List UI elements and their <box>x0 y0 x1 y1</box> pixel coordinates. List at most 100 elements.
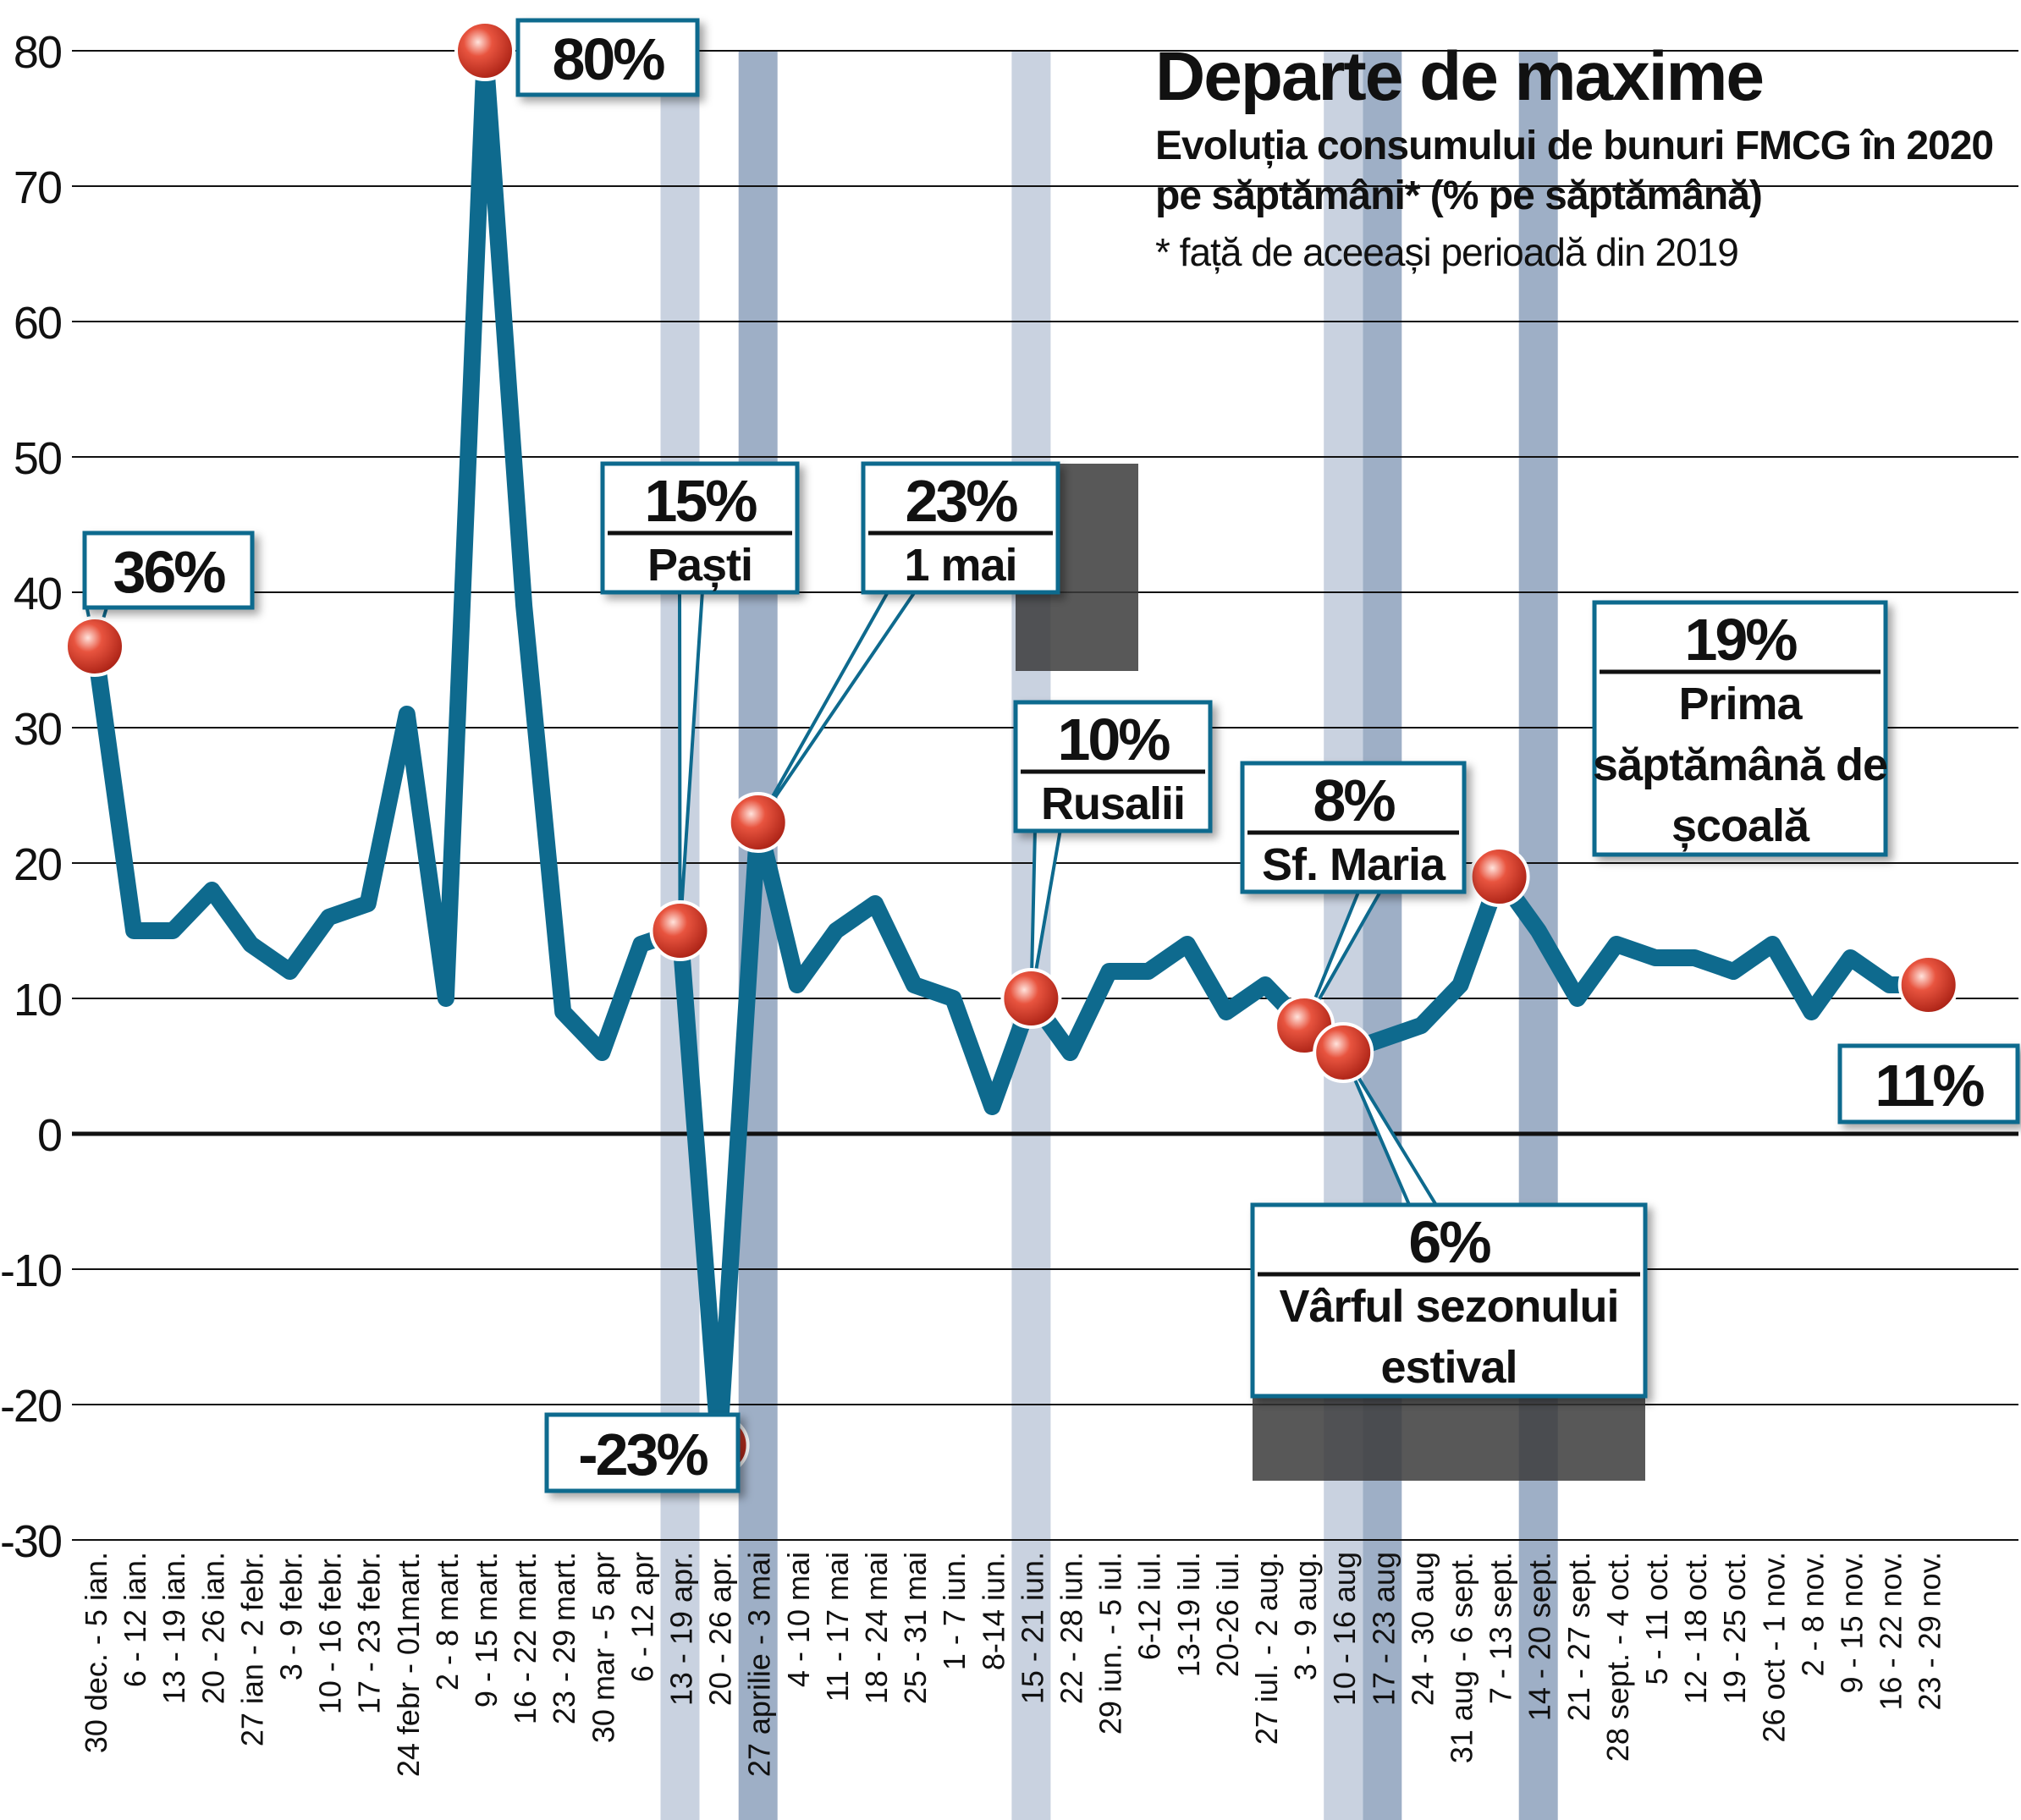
x-tick-label: 11 - 17 mai <box>820 1552 855 1702</box>
callout-label: Paști <box>647 540 752 591</box>
data-point-marker <box>1897 954 1959 1015</box>
data-point-marker <box>64 616 125 677</box>
y-axis-tick-labels: 80 70 60 50 40 30 20 10 0 -10 -20 -30 <box>0 27 63 1567</box>
title-block: Departe de maxime Evoluția consumului de… <box>1155 38 2010 275</box>
callout-shadows <box>1016 464 1645 1481</box>
x-tick-label: 31 aug - 6 sept. <box>1445 1552 1479 1763</box>
callout-box <box>82 531 255 610</box>
chart-title: Departe de maxime <box>1155 38 1765 115</box>
x-tick-label: 20 - 26 ian. <box>195 1552 230 1704</box>
y-tick-label: 0 <box>37 1110 61 1161</box>
x-tick-label: 3 - 9 aug. <box>1288 1552 1323 1680</box>
x-tick-label: 9 - 15 mart. <box>469 1552 504 1707</box>
x-tick-label: 24 - 30 aug <box>1405 1552 1440 1706</box>
x-tick-label: 4 - 10 mai <box>781 1552 816 1687</box>
callout-label: Prima <box>1678 679 1803 729</box>
callout-shadow <box>1253 1396 1645 1481</box>
x-tick-label: 8-14 iun. <box>976 1552 1010 1670</box>
x-tick-label: 12 - 18 oct. <box>1678 1552 1713 1704</box>
x-tick-label: 17 - 23 febr. <box>352 1552 387 1714</box>
x-tick-label: 20-26 iul. <box>1210 1552 1245 1677</box>
callout-value: 8% <box>1313 767 1395 833</box>
y-tick-label: 50 <box>14 433 61 484</box>
callout-label: Vârful sezonului <box>1279 1281 1618 1332</box>
x-tick-label: 17 - 23 aug <box>1366 1552 1401 1706</box>
x-tick-label: 30 dec. - 5 ian. <box>79 1552 113 1753</box>
x-tick-label: 29 iun. - 5 iul. <box>1093 1552 1128 1735</box>
y-tick-label: -10 <box>0 1245 61 1296</box>
x-tick-label: 10 - 16 aug <box>1327 1552 1362 1706</box>
callout-label: săptămână de <box>1593 740 1887 790</box>
x-tick-label: 20 - 26 apr. <box>703 1552 738 1706</box>
x-tick-label: 15 - 21 iun. <box>1015 1552 1049 1704</box>
callout-label: Rusalii <box>1041 778 1185 829</box>
data-point-marker <box>1313 1022 1374 1083</box>
chart-footnote: * față de aceeași perioadă din 2019 <box>1155 230 1739 275</box>
y-tick-label: -20 <box>0 1381 61 1432</box>
x-tick-label: 6-12 iul. <box>1132 1552 1167 1660</box>
x-tick-label: 18 - 24 mai <box>859 1552 894 1704</box>
x-tick-label: 22 - 28 iun. <box>1055 1552 1089 1704</box>
callout-box <box>1240 761 1467 894</box>
data-point-marker <box>727 792 789 853</box>
callout-box <box>861 461 1060 595</box>
x-tick-label: 1 - 7 iun. <box>937 1552 972 1670</box>
y-tick-label: 30 <box>14 704 61 755</box>
data-point-marker <box>1468 846 1530 907</box>
x-tick-label: 27 ian - 2 febr. <box>234 1552 269 1746</box>
x-tick-label: 23 - 29 nov. <box>1913 1552 1947 1710</box>
callout-label: Sf. Maria <box>1262 839 1446 890</box>
data-point-marker <box>1000 968 1062 1029</box>
x-tick-label: 21 - 27 sept. <box>1561 1552 1596 1721</box>
x-tick-label: 9 - 15 nov. <box>1835 1552 1870 1693</box>
callout-box <box>1013 700 1213 833</box>
callout-box <box>1250 1202 1648 1399</box>
x-tick-label: 16 - 22 nov. <box>1874 1552 1908 1710</box>
y-tick-label: 70 <box>14 162 61 213</box>
callout-value: 19% <box>1684 607 1797 673</box>
callout-value: 23% <box>905 468 1017 534</box>
callout-value: 6% <box>1408 1209 1490 1275</box>
callout-label: 1 mai <box>904 540 1016 591</box>
x-tick-label: 28 sept. - 4 oct. <box>1600 1552 1635 1762</box>
x-tick-label: 6 - 12 apr <box>625 1552 659 1682</box>
x-tick-label: 16 - 22 mart. <box>508 1552 542 1724</box>
callout-box <box>544 1412 741 1493</box>
callout-value: -23% <box>578 1421 708 1487</box>
callout-pointer <box>756 589 919 824</box>
chart-subtitle: Evoluția consumului de bunuri FMCG în 20… <box>1155 124 1994 218</box>
x-axis-tick-labels: 30 dec. - 5 ian. 6 - 12 ian. 13 - 19 ian. 2… <box>79 1552 1947 1777</box>
callout-value: 10% <box>1057 707 1170 773</box>
highlight-markers <box>64 20 1959 1476</box>
x-tick-label: 3 - 9 febr. <box>274 1552 309 1680</box>
x-tick-label: 30 mar - 5 apr <box>586 1552 620 1743</box>
callout-label: estival <box>1380 1342 1517 1393</box>
x-tick-label: 13 - 19 apr. <box>664 1552 699 1706</box>
x-tick-label: 2 - 8 nov. <box>1795 1552 1830 1676</box>
callout-box <box>515 18 700 97</box>
y-tick-label: 10 <box>14 975 61 1025</box>
x-tick-label: 13 - 19 ian. <box>157 1552 191 1704</box>
x-tick-label: 27 aprilie - 3 mai <box>742 1552 777 1777</box>
series-line <box>86 42 1937 1454</box>
data-point-marker <box>649 900 711 961</box>
callout-value: 36% <box>113 539 225 605</box>
callout-boxes: 36% 80% 15% Paști -23% 23% 1 mai 10%Rusalii 8% Sf… <box>82 18 2020 1493</box>
x-tick-label: 7 - 13 sept. <box>1484 1552 1518 1704</box>
y-tick-label: -30 <box>0 1516 61 1567</box>
x-tick-label: 25 - 31 mai <box>898 1552 933 1704</box>
x-tick-label: 13-19 iul. <box>1171 1552 1206 1677</box>
x-tick-label: 19 - 25 oct. <box>1717 1552 1752 1704</box>
x-tick-label: 24 febr - 01mart. <box>391 1552 426 1777</box>
callout-value: 11% <box>1875 1053 1984 1119</box>
x-tick-label: 5 - 11 oct. <box>1639 1552 1674 1685</box>
callout-box <box>1592 600 1888 857</box>
x-tick-label: 14 - 20 sept. <box>1523 1552 1557 1721</box>
x-tick-label: 23 - 29 mart. <box>547 1552 581 1724</box>
callout-box <box>1837 1043 2020 1124</box>
y-tick-label: 40 <box>14 569 61 619</box>
highlight-band <box>1363 51 1402 1820</box>
y-tick-label: 80 <box>14 27 61 78</box>
callout-label: școală <box>1671 800 1810 852</box>
